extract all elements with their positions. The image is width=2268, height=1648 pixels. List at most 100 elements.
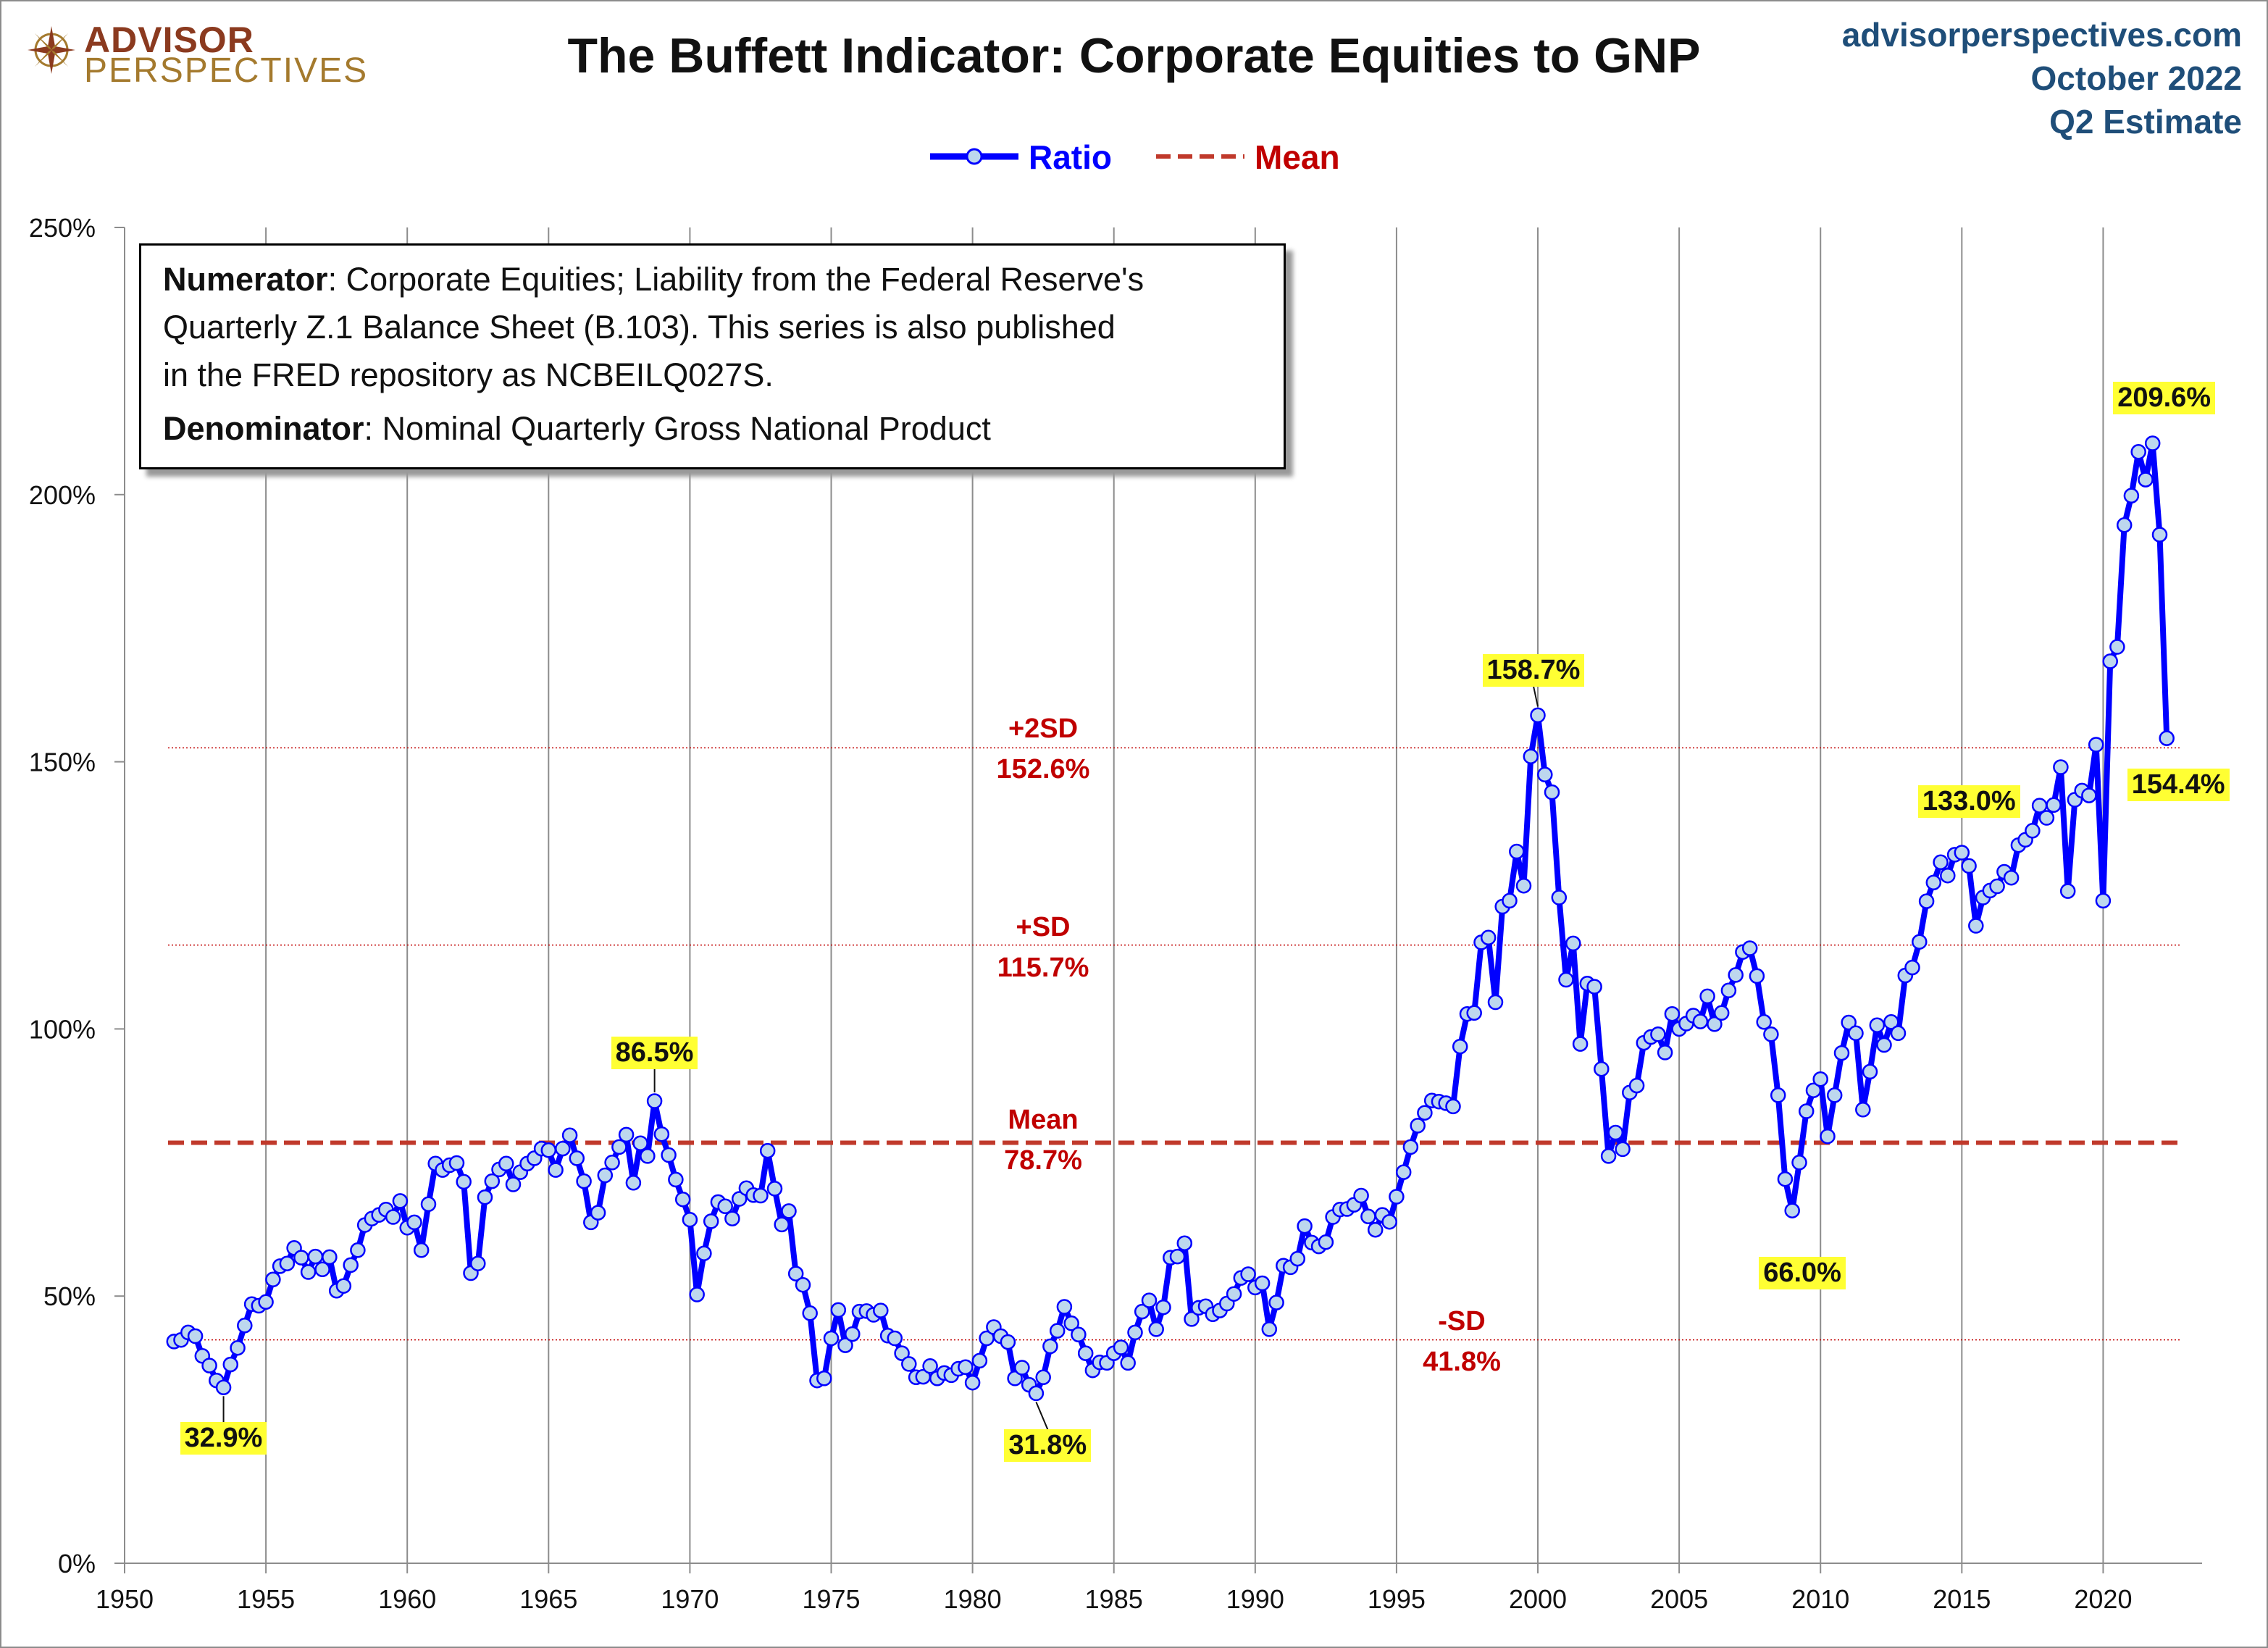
data-point bbox=[2151, 527, 2168, 543]
data-point bbox=[569, 1150, 585, 1166]
x-tick-label-1955: 1955 bbox=[237, 1584, 295, 1614]
data-point bbox=[385, 1209, 401, 1225]
data-point bbox=[1650, 1026, 1666, 1042]
data-point bbox=[2046, 797, 2062, 813]
data-point bbox=[1127, 1324, 1143, 1341]
data-point bbox=[230, 1339, 246, 1356]
data-point bbox=[823, 1330, 840, 1347]
data-point bbox=[1389, 1189, 1405, 1205]
data-point bbox=[1805, 1082, 1822, 1098]
y-tick-label-0: 0% bbox=[58, 1549, 96, 1578]
data-point bbox=[703, 1213, 719, 1229]
data-point bbox=[1537, 766, 1553, 783]
source-estimate: Q2 Estimate bbox=[2049, 103, 2242, 141]
y-tick-label-50: 50% bbox=[43, 1281, 96, 1311]
note-box: Numerator: Corporate Equities; Liability… bbox=[139, 243, 1286, 469]
data-point bbox=[590, 1205, 606, 1221]
data-point bbox=[1268, 1294, 1284, 1310]
legend-mean-label: Mean bbox=[1255, 138, 1340, 176]
x-tick-label-2015: 2015 bbox=[1933, 1584, 1991, 1614]
data-point bbox=[265, 1271, 281, 1288]
data-point bbox=[1791, 1155, 1807, 1171]
note-denominator-text: : Nominal Quarterly Gross National Produ… bbox=[364, 410, 991, 447]
data-point bbox=[505, 1176, 522, 1192]
data-point bbox=[873, 1302, 889, 1318]
reference-label-2sd: +2SD 152.6% bbox=[956, 708, 1130, 790]
data-point bbox=[2081, 787, 2097, 803]
note-numerator: Numerator: Corporate Equities; Liability… bbox=[163, 256, 1262, 304]
data-point bbox=[335, 1278, 352, 1294]
data-point bbox=[2138, 472, 2154, 488]
data-point bbox=[392, 1193, 409, 1209]
data-point bbox=[1876, 1037, 1892, 1053]
data-point bbox=[1240, 1266, 1256, 1282]
data-point bbox=[576, 1173, 592, 1189]
data-point bbox=[1989, 878, 2005, 895]
data-point bbox=[307, 1248, 324, 1265]
vertical-gridlines bbox=[265, 227, 2104, 1563]
data-point bbox=[774, 1216, 790, 1233]
axes bbox=[114, 227, 2202, 1573]
source-block: advisorperspectives.com October 2022 Q2 … bbox=[1842, 13, 2242, 143]
x-tick-label-2005: 2005 bbox=[1650, 1584, 1708, 1614]
data-point bbox=[1784, 1202, 1800, 1218]
data-point bbox=[781, 1203, 797, 1219]
data-point bbox=[971, 1352, 988, 1369]
data-point bbox=[830, 1302, 847, 1318]
data-point bbox=[1042, 1338, 1058, 1355]
data-point bbox=[1367, 1221, 1384, 1238]
x-tick-label-2010: 2010 bbox=[1791, 1584, 1849, 1614]
data-point bbox=[1833, 1045, 1850, 1061]
logo-line-2: PERSPECTIVES bbox=[84, 51, 369, 90]
data-point bbox=[766, 1181, 783, 1197]
data-point bbox=[1820, 1128, 1836, 1145]
data-point bbox=[1607, 1124, 1624, 1141]
callout-label: 158.7% bbox=[1482, 653, 1585, 687]
data-point bbox=[1049, 1323, 1066, 1339]
data-point bbox=[1318, 1234, 1334, 1250]
data-point bbox=[448, 1155, 465, 1171]
data-point bbox=[1007, 1371, 1023, 1386]
data-point bbox=[724, 1210, 740, 1226]
reference-label-mean: Mean 78.7% bbox=[956, 1100, 1130, 1181]
data-point bbox=[1657, 1045, 1673, 1061]
data-point bbox=[787, 1266, 804, 1281]
callout-label: 32.9% bbox=[180, 1421, 267, 1455]
data-point bbox=[1014, 1360, 1030, 1376]
data-point bbox=[350, 1242, 366, 1258]
data-point bbox=[674, 1191, 691, 1208]
data-point bbox=[611, 1139, 627, 1155]
data-point bbox=[661, 1147, 677, 1163]
data-point bbox=[1812, 1071, 1828, 1087]
data-point bbox=[845, 1326, 861, 1342]
data-point bbox=[1912, 934, 1928, 950]
callout-leader bbox=[1035, 1402, 1049, 1430]
y-tick-label-100: 100% bbox=[29, 1014, 96, 1044]
data-point bbox=[682, 1211, 698, 1228]
data-point bbox=[1615, 1141, 1631, 1158]
data-point bbox=[1502, 892, 1518, 909]
data-point bbox=[1056, 1299, 1073, 1315]
data-point bbox=[1940, 867, 1956, 884]
tick-labels: 1950 1955 1960 1965 1970 1975 1980 1985 1990 1995… bbox=[29, 213, 2133, 1614]
data-point bbox=[696, 1245, 712, 1261]
data-point bbox=[894, 1345, 910, 1361]
data-point bbox=[1509, 843, 1525, 860]
data-point bbox=[1353, 1187, 1369, 1204]
data-point bbox=[1487, 994, 1504, 1011]
source-website: advisorperspectives.com bbox=[1841, 16, 2242, 54]
data-point bbox=[484, 1173, 501, 1189]
data-point bbox=[2088, 737, 2104, 753]
data-point bbox=[1763, 1026, 1779, 1042]
data-point bbox=[1741, 940, 1758, 956]
data-point bbox=[618, 1126, 635, 1143]
data-point bbox=[1628, 1077, 1645, 1094]
data-point bbox=[1297, 1218, 1313, 1234]
data-point bbox=[2038, 810, 2055, 826]
data-point bbox=[1720, 982, 1737, 999]
x-tick-label-1980: 1980 bbox=[944, 1584, 1002, 1614]
data-point bbox=[901, 1356, 917, 1372]
x-tick-label-1965: 1965 bbox=[519, 1584, 577, 1614]
legend-mean-swatch bbox=[1156, 154, 1244, 159]
chart-title: The Buffett Indicator: Corporate Equitie… bbox=[567, 28, 1701, 83]
